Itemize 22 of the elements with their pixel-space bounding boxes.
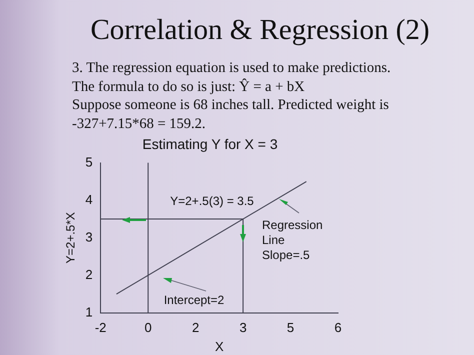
x-tick-label: 2 <box>192 320 200 336</box>
y-tick-label: 1 <box>85 304 93 320</box>
chart-subtitle: Estimating Y for X = 3 <box>141 136 279 152</box>
y-axis-title: Y=2+.5*X <box>64 212 78 264</box>
text: Suppose someone is 68 inches tall. Predicted weight is <box>72 97 389 114</box>
x-tick-label: 3 <box>239 320 247 336</box>
annotation: Intercept=2 <box>162 293 226 308</box>
annotation: Y=2+.5(3) = 3.5 <box>169 194 255 209</box>
x-axis-title: X <box>214 338 224 354</box>
y-tick-label: 3 <box>85 229 93 244</box>
x-tick-label: 5 <box>286 320 294 336</box>
text: The formula to do so is just: Ŷ = a + bX <box>72 78 305 96</box>
x-tick-label: -2 <box>94 320 106 336</box>
chart-title: Correlation & Regression (2) <box>89 14 431 47</box>
annotation: Regression Line Slope=.5 <box>262 218 323 263</box>
text: -327+7.15*68 = 159.2. <box>72 116 206 132</box>
y-tick-label: 4 <box>85 192 93 207</box>
y-tick-label: 2 <box>85 266 93 282</box>
text: 3. The regression equation is used to make predictions. <box>72 60 391 77</box>
x-tick-label: 6 <box>334 320 342 336</box>
x-tick-label: 0 <box>144 320 152 336</box>
y-tick-label: 5 <box>85 154 93 170</box>
